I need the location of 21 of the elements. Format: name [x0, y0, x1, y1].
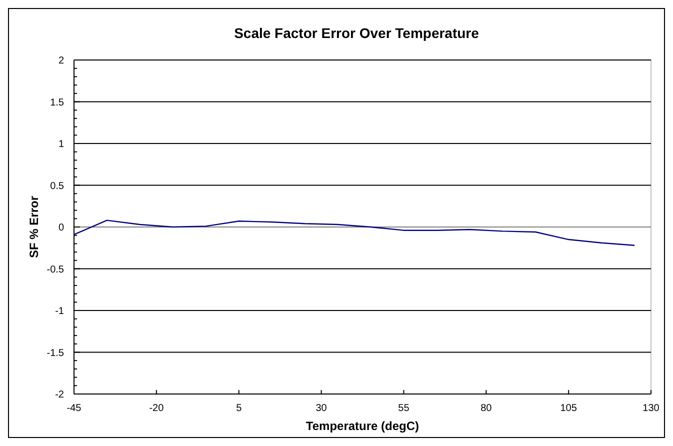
y-axis-title: SF % Error	[27, 196, 41, 258]
x-tick-label: 5	[236, 403, 242, 414]
y-tick-label: 0.5	[50, 180, 64, 192]
x-tick-label: 30	[316, 403, 328, 414]
x-axis-title: Temperature (degC)	[306, 419, 420, 433]
x-tick-label: 130	[642, 403, 660, 414]
line-series	[73, 220, 636, 246]
x-tick-label: -45	[66, 403, 82, 414]
y-tick-label: -1	[55, 306, 64, 317]
x-tick-label: -20	[149, 403, 164, 414]
y-tick-label: -0.5	[46, 264, 64, 276]
x-tick-label: 55	[398, 403, 410, 414]
x-tick-label: 105	[560, 403, 578, 414]
chart-title: Scale Factor Error Over Temperature	[234, 25, 480, 41]
y-tick-label: 1.5	[50, 97, 64, 108]
y-tick-label: 1	[58, 139, 64, 150]
y-tick-label: -1.5	[46, 348, 64, 359]
y-tick-label: 0	[58, 222, 64, 234]
y-tick-label: -2	[55, 390, 64, 400]
x-tick-label: 80	[480, 403, 492, 414]
y-tick-label: 2	[58, 56, 64, 66]
